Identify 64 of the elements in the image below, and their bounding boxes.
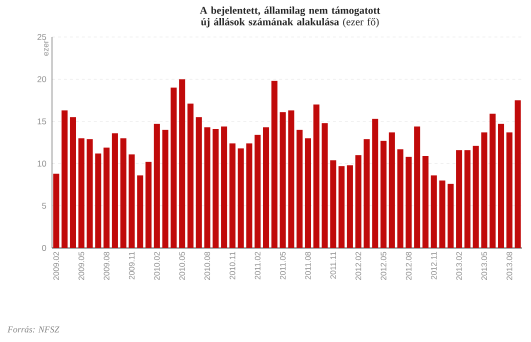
bar bbox=[162, 130, 168, 248]
bar bbox=[280, 112, 286, 248]
bar bbox=[70, 117, 76, 248]
bar bbox=[120, 138, 126, 248]
bar bbox=[238, 148, 244, 248]
y-tick-label: 5 bbox=[42, 202, 46, 209]
bar bbox=[448, 184, 454, 248]
bar bbox=[154, 124, 160, 248]
bar bbox=[179, 79, 186, 248]
bar bbox=[104, 148, 110, 248]
y-tick-label: 20 bbox=[37, 76, 46, 82]
bar bbox=[364, 139, 370, 248]
bar bbox=[439, 180, 446, 248]
bar bbox=[498, 124, 504, 248]
bar bbox=[456, 150, 462, 248]
bar bbox=[481, 132, 488, 248]
bar bbox=[380, 140, 387, 248]
bar bbox=[322, 123, 328, 248]
bar bbox=[271, 80, 278, 248]
bar bbox=[338, 166, 345, 248]
bar bbox=[187, 104, 194, 248]
bar bbox=[254, 134, 261, 248]
bar bbox=[330, 160, 336, 248]
y-tick-label: 10 bbox=[38, 160, 46, 167]
bar bbox=[490, 114, 496, 248]
bar bbox=[313, 104, 320, 248]
bar bbox=[128, 154, 135, 248]
bar bbox=[355, 155, 362, 248]
bar bbox=[53, 174, 60, 248]
bar bbox=[506, 132, 512, 248]
bar bbox=[145, 162, 152, 248]
bar bbox=[196, 117, 202, 248]
bar bbox=[388, 132, 395, 248]
bar bbox=[204, 127, 210, 248]
bar bbox=[397, 149, 404, 248]
y-tick-label: 15 bbox=[38, 118, 46, 124]
bar bbox=[430, 175, 437, 248]
bar bbox=[464, 150, 470, 248]
bar bbox=[246, 143, 252, 248]
text: Forrás: NFSZ bbox=[7, 326, 60, 332]
bar bbox=[288, 110, 294, 248]
y-tick-label: 25 bbox=[37, 34, 46, 40]
y-tick-label: 0 bbox=[42, 245, 46, 251]
bar bbox=[137, 175, 144, 248]
bar bbox=[372, 118, 378, 248]
bar bbox=[86, 139, 93, 248]
bar bbox=[296, 130, 303, 248]
bar bbox=[95, 153, 102, 248]
bar bbox=[212, 128, 219, 248]
bar bbox=[262, 127, 270, 248]
bar bbox=[514, 100, 521, 248]
bar bbox=[229, 143, 236, 248]
bar bbox=[62, 110, 68, 248]
bar bbox=[414, 126, 420, 248]
bar bbox=[472, 146, 479, 248]
bar bbox=[78, 138, 84, 248]
chart-title: A bejelentett, államilag nem támogatott új állások számának alakulása (ezer fő) bbox=[200, 6, 380, 28]
bar bbox=[170, 88, 177, 248]
bar bbox=[221, 126, 228, 248]
bar bbox=[422, 156, 429, 248]
bar bbox=[304, 138, 312, 248]
bar bbox=[112, 133, 118, 248]
bar bbox=[346, 165, 353, 248]
bar bbox=[406, 156, 412, 248]
